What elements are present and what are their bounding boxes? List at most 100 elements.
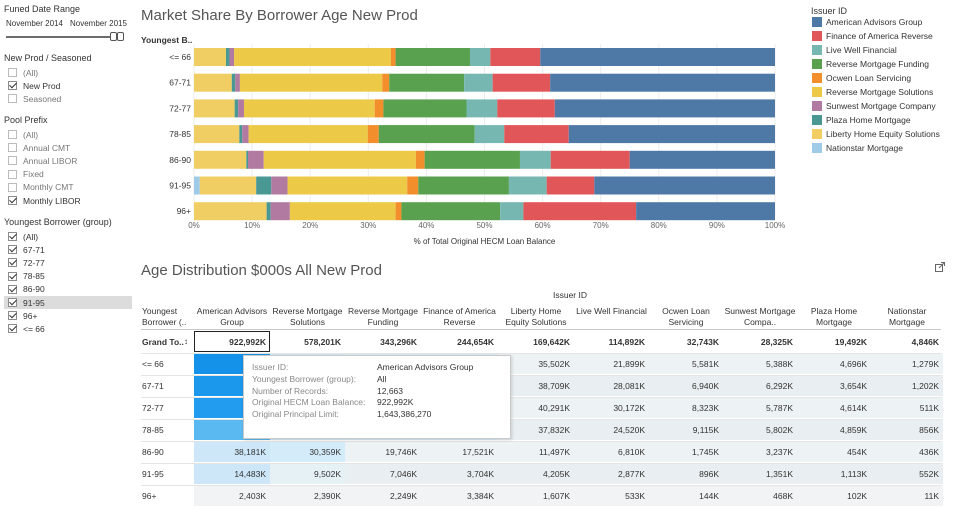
pool-filter-item[interactable]: Monthly LIBOR — [8, 194, 132, 207]
bar-segment[interactable] — [194, 48, 226, 66]
table-cell[interactable]: 169,642K — [498, 331, 574, 352]
bar-segment[interactable] — [523, 202, 637, 221]
bar-segment[interactable] — [234, 48, 391, 66]
checkbox[interactable] — [8, 284, 17, 294]
checkbox[interactable] — [8, 258, 17, 268]
table-cell[interactable]: 1,202K — [871, 375, 943, 396]
column-header[interactable]: Ocwen Loan Servicing — [662, 306, 710, 327]
bar-segment[interactable] — [378, 125, 475, 144]
table-cell[interactable]: 102K — [797, 485, 871, 506]
table-cell[interactable]: 28,081K — [574, 375, 649, 396]
table-cell[interactable]: 24,520K — [574, 419, 649, 440]
pool-filter-item[interactable]: Annual LIBOR — [8, 154, 132, 167]
legend-item[interactable]: Plaza Home Mortgage — [812, 114, 911, 126]
bar-segment[interactable] — [469, 48, 491, 66]
table-cell[interactable]: 6,292K — [723, 375, 797, 396]
bar-segment[interactable] — [519, 150, 551, 169]
bar-segment[interactable] — [407, 176, 419, 195]
table-cell[interactable]: 454K — [797, 441, 871, 462]
bar-segment[interactable] — [389, 73, 465, 92]
bar-segment[interactable] — [367, 125, 379, 144]
bar-segment[interactable] — [540, 48, 775, 66]
pool-filter-item[interactable]: Annual CMT — [8, 141, 132, 154]
table-cell[interactable]: 578,201K — [270, 331, 345, 352]
bar-segment[interactable] — [194, 202, 267, 221]
table-cell[interactable]: 922,992K — [194, 331, 270, 352]
bar-segment[interactable] — [194, 73, 232, 92]
column-header[interactable]: Finance of America Reverse — [423, 306, 496, 327]
column-header[interactable]: Sunwest Mortgage Compa.. — [724, 306, 796, 327]
bar-segment[interactable] — [246, 150, 249, 169]
bar-segment[interactable] — [248, 150, 264, 169]
expand-icon[interactable] — [935, 262, 945, 272]
table-cell[interactable]: 144K — [649, 485, 723, 506]
table-cell[interactable]: 1,113K — [797, 463, 871, 484]
bar-segment[interactable] — [382, 73, 390, 92]
checkbox[interactable] — [8, 182, 17, 192]
table-cell[interactable]: 896K — [649, 463, 723, 484]
bar-segment[interactable] — [235, 73, 240, 92]
table-cell[interactable]: 4,846K — [871, 331, 943, 352]
pool-filter-item[interactable]: Fixed — [8, 168, 132, 181]
bar-segment[interactable] — [550, 150, 630, 169]
table-cell[interactable]: 9,502K — [270, 463, 345, 484]
bar-segment[interactable] — [199, 176, 257, 195]
bar-segment[interactable] — [239, 125, 243, 144]
checkbox[interactable] — [8, 232, 17, 241]
bar-segment[interactable] — [374, 99, 384, 118]
legend-item[interactable]: Live Well Financial — [812, 44, 897, 56]
checkbox[interactable] — [8, 156, 17, 166]
legend-item[interactable]: Reverse Mortgage Solutions — [812, 86, 933, 98]
table-cell[interactable]: 2,390K — [270, 485, 345, 506]
table-cell[interactable]: 8,323K — [649, 397, 723, 418]
grand-total-label[interactable]: Grand To.. — [142, 337, 184, 347]
bar-segment[interactable] — [383, 99, 467, 118]
bar-segment[interactable] — [194, 176, 200, 195]
bar-segment[interactable] — [390, 48, 396, 66]
bar-segment[interactable] — [395, 202, 402, 221]
table-cell[interactable]: 1,745K — [649, 441, 723, 462]
table-cell[interactable]: 40,291K — [498, 397, 574, 418]
column-header[interactable]: Reverse Mortgage Solutions — [272, 306, 343, 327]
table-cell[interactable]: 35,502K — [498, 353, 574, 374]
table-cell[interactable]: 3,654K — [797, 375, 871, 396]
slider-left-handle[interactable] — [110, 32, 117, 41]
bar-segment[interactable] — [466, 99, 498, 118]
table-cell[interactable]: 38,709K — [498, 375, 574, 396]
table-cell[interactable]: 11K — [871, 485, 943, 506]
bar-segment[interactable] — [490, 48, 541, 66]
bar-segment[interactable] — [508, 176, 547, 195]
table-cell[interactable]: 14,483K — [194, 463, 270, 484]
table-cell[interactable]: 9,115K — [649, 419, 723, 440]
slider-right-handle[interactable] — [117, 32, 124, 41]
column-header[interactable]: Nationstar Mortgage — [887, 306, 927, 327]
prod-filter-item[interactable]: New Prod — [8, 79, 132, 92]
table-cell[interactable]: 4,859K — [797, 419, 871, 440]
table-cell[interactable]: 6,810K — [574, 441, 649, 462]
age-filter-item[interactable]: 86-90 — [8, 283, 132, 296]
bar-segment[interactable] — [229, 48, 235, 66]
table-cell[interactable]: 30,359K — [270, 441, 345, 462]
row-label[interactable]: 86-90 — [142, 447, 164, 457]
table-cell[interactable]: 5,581K — [649, 353, 723, 374]
checkbox[interactable] — [8, 169, 17, 179]
column-header[interactable]: Reverse Mortgage Funding — [348, 306, 418, 327]
bar-segment[interactable] — [243, 99, 375, 118]
bar-segment[interactable] — [415, 150, 425, 169]
column-header[interactable]: Live Well Financial — [576, 306, 647, 316]
bar-segment[interactable] — [424, 150, 520, 169]
bar-segment[interactable] — [497, 99, 555, 118]
bar-segment[interactable] — [263, 150, 416, 169]
table-cell[interactable]: 552K — [871, 463, 943, 484]
table-cell[interactable]: 1,607K — [498, 485, 574, 506]
age-filter-item[interactable]: 72-77 — [8, 256, 132, 269]
age-filter-item[interactable]: 96+ — [8, 309, 132, 322]
table-cell[interactable]: 21,899K — [574, 353, 649, 374]
date-range-slider[interactable] — [6, 36, 122, 38]
bar-segment[interactable] — [194, 99, 235, 118]
table-cell[interactable]: 1,351K — [723, 463, 797, 484]
age-filter-item[interactable]: 91-95 — [4, 296, 132, 309]
row-label[interactable]: <= 66 — [142, 359, 164, 369]
checkbox[interactable] — [8, 298, 17, 307]
checkbox[interactable] — [8, 196, 17, 205]
